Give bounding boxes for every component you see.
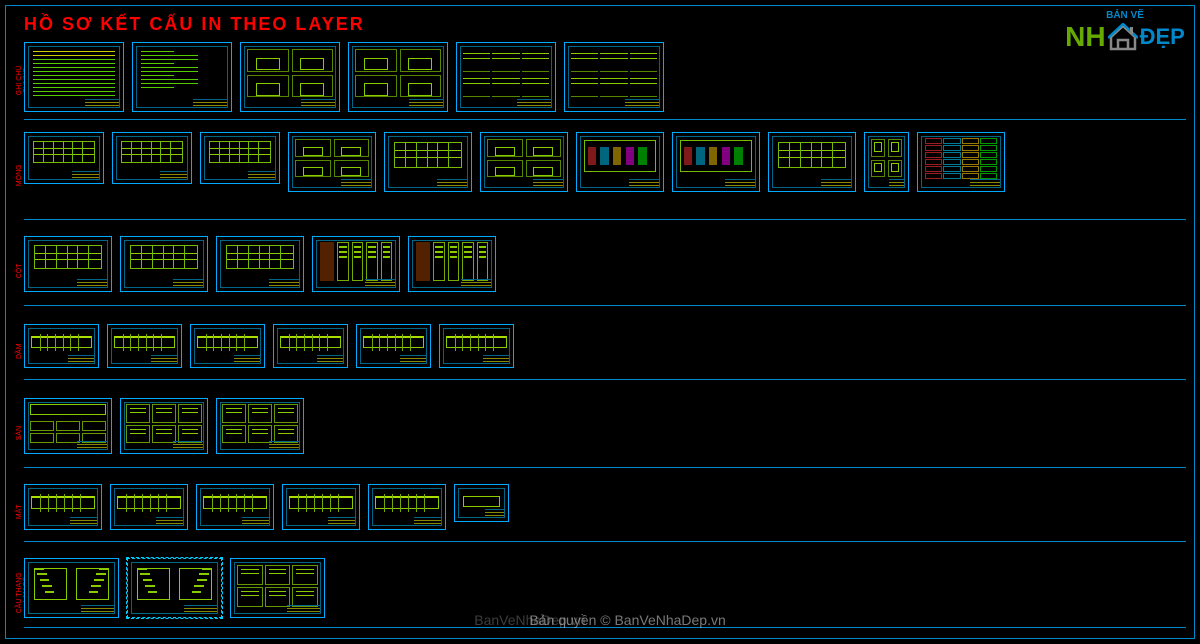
drawing-sheet[interactable]	[480, 132, 568, 192]
drawing-sheet[interactable]	[120, 236, 208, 292]
drawing-sheet[interactable]	[24, 484, 102, 530]
drawing-sheet[interactable]	[273, 324, 348, 368]
logo-top-text: BẢN VẼ	[1065, 10, 1185, 21]
sheet-row: MẶT	[24, 484, 1186, 542]
drawing-sheet[interactable]	[672, 132, 760, 192]
row-label: DẦM	[16, 335, 23, 368]
sheet-row: CỘT	[24, 236, 1186, 306]
watermark-text: BanVeNhaDep.vn Bản quyền © BanVeNhaDep.v…	[474, 612, 726, 628]
sheet-row: GHI CHÚ CHUNG	[24, 42, 1186, 120]
drawing-sheet[interactable]	[240, 42, 340, 112]
drawing-sheet[interactable]	[216, 236, 304, 292]
drawing-sheet[interactable]	[120, 398, 208, 454]
drawing-sheet[interactable]	[107, 324, 182, 368]
row-label: SÀN	[16, 412, 23, 453]
drawing-sheet[interactable]	[348, 42, 448, 112]
drawing-sheet[interactable]	[564, 42, 664, 112]
drawing-sheet[interactable]	[190, 324, 265, 368]
drawing-sheet[interactable]	[384, 132, 472, 192]
row-label: MẶT	[16, 495, 23, 529]
drawing-sheet[interactable]	[24, 558, 119, 618]
logo-left-text: NH	[1065, 21, 1105, 53]
drawing-sheet[interactable]	[216, 398, 304, 454]
drawing-sheet[interactable]	[200, 132, 280, 184]
sheet-row: SÀN	[24, 398, 1186, 468]
site-logo: BẢN VẼ NH ĐẸP	[1065, 10, 1185, 65]
house-icon	[1108, 23, 1138, 51]
drawing-sheet[interactable]	[132, 42, 232, 112]
drawing-sheet[interactable]	[24, 42, 124, 112]
drawing-sheet[interactable]	[576, 132, 664, 192]
cad-canvas[interactable]: HỒ SƠ KẾT CẤU IN THEO LAYER GHI CHÚ CHUN…	[5, 5, 1195, 639]
drawing-sheet[interactable]	[112, 132, 192, 184]
drawing-sheet[interactable]	[408, 236, 496, 292]
row-label: CỘT	[16, 250, 23, 291]
logo-right-text: ĐẸP	[1140, 24, 1185, 50]
drawing-sheet[interactable]	[917, 132, 1005, 192]
drawing-sheet[interactable]	[127, 558, 222, 618]
drawing-sheet[interactable]	[24, 398, 112, 454]
drawing-sheet[interactable]	[439, 324, 514, 368]
drawing-sheet[interactable]	[454, 484, 509, 522]
drawing-sheet[interactable]	[110, 484, 188, 530]
drawing-sheet[interactable]	[356, 324, 431, 368]
drawing-sheet[interactable]	[456, 42, 556, 112]
drawing-sheet[interactable]	[24, 324, 99, 368]
row-label: MÓNG	[16, 149, 23, 201]
drawing-sheet[interactable]	[24, 236, 112, 292]
sheet-row: MÓNG	[24, 132, 1186, 220]
drawing-sheet[interactable]	[196, 484, 274, 530]
drawing-sheet[interactable]	[864, 132, 909, 192]
drawing-sheet[interactable]	[768, 132, 856, 192]
drawing-sheet[interactable]	[24, 132, 104, 184]
drawing-sheet[interactable]	[282, 484, 360, 530]
drawing-set-title: HỒ SƠ KẾT CẤU IN THEO LAYER	[24, 14, 365, 35]
drawing-sheet[interactable]	[230, 558, 325, 618]
sheet-row: DẦM	[24, 324, 1186, 380]
drawing-sheet[interactable]	[288, 132, 376, 192]
drawing-sheet[interactable]	[368, 484, 446, 530]
drawing-sheet[interactable]	[312, 236, 400, 292]
